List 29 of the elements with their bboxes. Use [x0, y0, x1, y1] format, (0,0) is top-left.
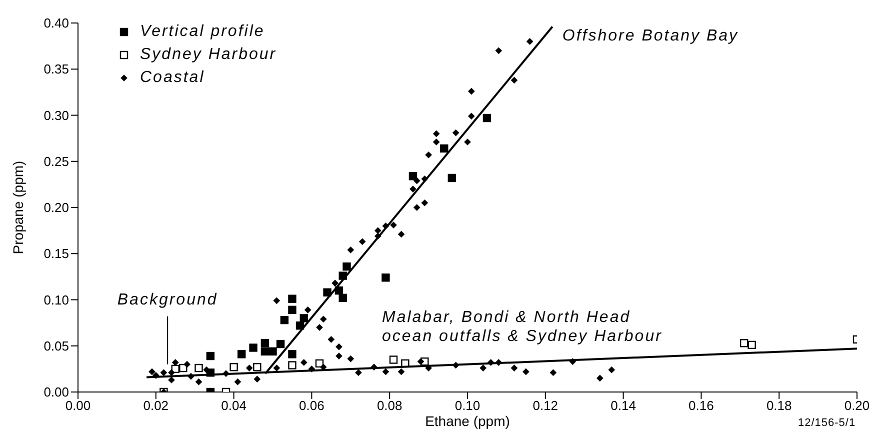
legend-label: Sydney Harbour: [140, 46, 277, 64]
x-tick-label: 0.08: [376, 398, 402, 414]
y-tick-label: 0.15: [44, 246, 69, 262]
x-tick-label: 0.20: [844, 398, 869, 414]
y-tick-label: 0.40: [44, 16, 69, 31]
x-tick-label: 0.18: [766, 398, 792, 414]
y-tick-label: 0.20: [44, 200, 69, 216]
y-tick-label: 0.25: [44, 154, 69, 169]
y-tick-label: 0.05: [44, 338, 69, 354]
annotation: Malabar, Bondi & North Head ocean outfalls & Sydney Harbour: [382, 308, 662, 346]
x-tick-label: 0.10: [454, 398, 480, 414]
x-tick-label: 0.00: [65, 398, 91, 414]
y-tick-label: 0.00: [44, 384, 69, 400]
y-tick-label: 0.35: [44, 62, 69, 77]
annotation: Background: [117, 291, 218, 308]
legend-label: Coastal: [140, 68, 205, 86]
x-tick-label: 0.12: [532, 398, 558, 414]
y-tick-label: 0.30: [44, 108, 69, 123]
x-tick-label: 0.04: [221, 398, 246, 414]
legend-label: Vertical profile: [140, 22, 265, 40]
x-tick-label: 0.14: [610, 398, 636, 414]
y-tick-label: 0.10: [44, 292, 69, 308]
y-axis-title: Propane (ppm): [10, 160, 26, 254]
x-axis-title: Ethane (ppm): [425, 413, 510, 429]
x-tick-label: 0.02: [143, 398, 169, 414]
x-tick-label: 0.06: [299, 398, 324, 414]
annotation: Offshore Botany Bay: [562, 28, 739, 45]
text: 12/156-5/1: [798, 416, 856, 431]
x-tick-label: 0.16: [688, 398, 714, 414]
